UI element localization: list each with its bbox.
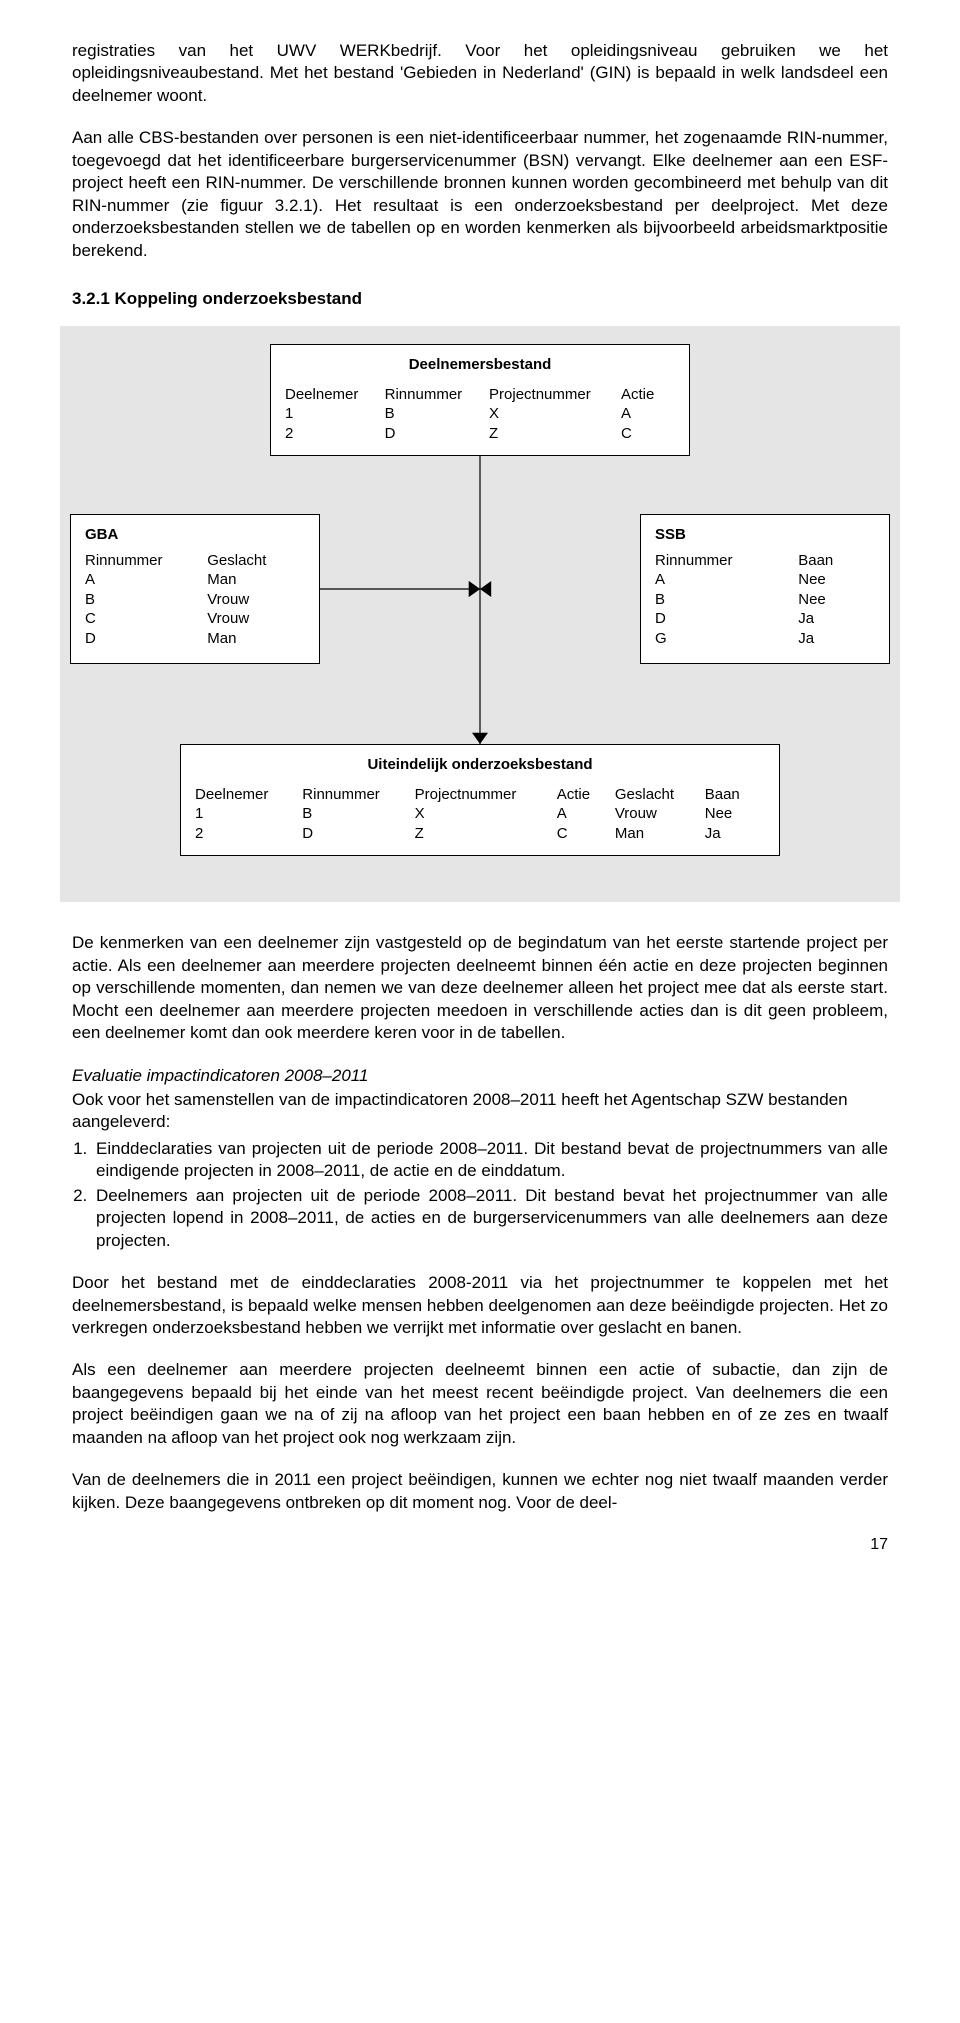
page-number: 17: [72, 1534, 888, 1555]
table-cell: 2: [285, 424, 385, 444]
table-header: Rinnummer: [302, 785, 414, 805]
box-deelnemersbestand: Deelnemersbestand DeelnemerRinnummerProj…: [270, 344, 690, 456]
table-cell: B: [85, 590, 207, 610]
table-cell: Ja: [798, 609, 875, 629]
table-header: Deelnemer: [285, 385, 385, 405]
paragraph: Van de deelnemers die in 2011 een projec…: [72, 1469, 888, 1514]
table-cell: Vrouw: [207, 609, 305, 629]
table-header: Projectnummer: [489, 385, 621, 405]
table-cell: Ja: [705, 824, 765, 844]
table-cell: Nee: [798, 590, 875, 610]
table-cell: C: [621, 424, 675, 444]
table-cell: X: [489, 404, 621, 424]
table-cell: A: [655, 570, 798, 590]
italic-heading: Evaluatie impactindicatoren 2008–2011: [72, 1065, 888, 1087]
table-header: Rinnummer: [385, 385, 489, 405]
paragraph: Aan alle CBS-bestanden over personen is …: [72, 127, 888, 262]
table-cell: B: [385, 404, 489, 424]
box-ssb: SSB RinnummerBaanANeeBNeeDJaGJa: [640, 514, 890, 664]
table-header: Geslacht: [615, 785, 705, 805]
table-cell: B: [655, 590, 798, 610]
box-subtitle: GBA: [85, 525, 305, 545]
figure-wrapper: Deelnemersbestand DeelnemerRinnummerProj…: [60, 326, 900, 902]
table-cell: G: [655, 629, 798, 649]
table-cell: Vrouw: [207, 590, 305, 610]
list-item: Einddeclaraties van projecten uit de per…: [92, 1138, 888, 1183]
paragraph: Ook voor het samenstellen van de impacti…: [72, 1089, 888, 1134]
table-cell: A: [557, 804, 615, 824]
table-cell: 1: [285, 404, 385, 424]
table-header: Rinnummer: [85, 551, 207, 571]
box-title: Uiteindelijk onderzoeksbestand: [195, 755, 765, 775]
table-header: Baan: [705, 785, 765, 805]
numbered-list: Einddeclaraties van projecten uit de per…: [72, 1138, 888, 1252]
table-cell: B: [302, 804, 414, 824]
paragraph: registraties van het UWV WERKbedrijf. Vo…: [72, 40, 888, 107]
table-cell: Vrouw: [615, 804, 705, 824]
table-cell: A: [621, 404, 675, 424]
table-header: Projectnummer: [415, 785, 557, 805]
table-cell: D: [85, 629, 207, 649]
table-cell: Man: [207, 570, 305, 590]
page-container: registraties van het UWV WERKbedrijf. Vo…: [0, 0, 960, 1605]
table-cell: A: [85, 570, 207, 590]
table-header: Geslacht: [207, 551, 305, 571]
table-header: Actie: [557, 785, 615, 805]
table: RinnummerGeslachtAManBVrouwCVrouwDMan: [85, 551, 305, 649]
table-cell: 2: [195, 824, 302, 844]
table-cell: Ja: [798, 629, 875, 649]
paragraph: Door het bestand met de einddeclaraties …: [72, 1272, 888, 1339]
figure-inner: Deelnemersbestand DeelnemerRinnummerProj…: [70, 344, 890, 874]
paragraph: Als een deelnemer aan meerdere projecten…: [72, 1359, 888, 1449]
box-subtitle: SSB: [655, 525, 875, 545]
table-cell: Z: [489, 424, 621, 444]
list-item: Deelnemers aan projecten uit de periode …: [92, 1185, 888, 1252]
table-cell: X: [415, 804, 557, 824]
table: RinnummerBaanANeeBNeeDJaGJa: [655, 551, 875, 649]
table-cell: D: [655, 609, 798, 629]
table-cell: Nee: [705, 804, 765, 824]
table-cell: D: [385, 424, 489, 444]
table-cell: C: [557, 824, 615, 844]
table-header: Baan: [798, 551, 875, 571]
table-header: Deelnemer: [195, 785, 302, 805]
table-cell: D: [302, 824, 414, 844]
table-cell: Man: [615, 824, 705, 844]
figure-caption: 3.2.1 Koppeling onderzoeksbestand: [72, 288, 888, 310]
table-cell: C: [85, 609, 207, 629]
table-header: Actie: [621, 385, 675, 405]
table-header: Rinnummer: [655, 551, 798, 571]
paragraph: De kenmerken van een deelnemer zijn vast…: [72, 932, 888, 1044]
table-cell: Man: [207, 629, 305, 649]
box-title: Deelnemersbestand: [285, 355, 675, 375]
table-cell: Z: [415, 824, 557, 844]
box-uiteindelijk: Uiteindelijk onderzoeksbestand Deelnemer…: [180, 744, 780, 856]
table-cell: 1: [195, 804, 302, 824]
table-cell: Nee: [798, 570, 875, 590]
box-gba: GBA RinnummerGeslachtAManBVrouwCVrouwDMa…: [70, 514, 320, 664]
table: DeelnemerRinnummerProjectnummerActieGesl…: [195, 785, 765, 844]
table: DeelnemerRinnummerProjectnummerActie 1BXA…: [285, 385, 675, 444]
